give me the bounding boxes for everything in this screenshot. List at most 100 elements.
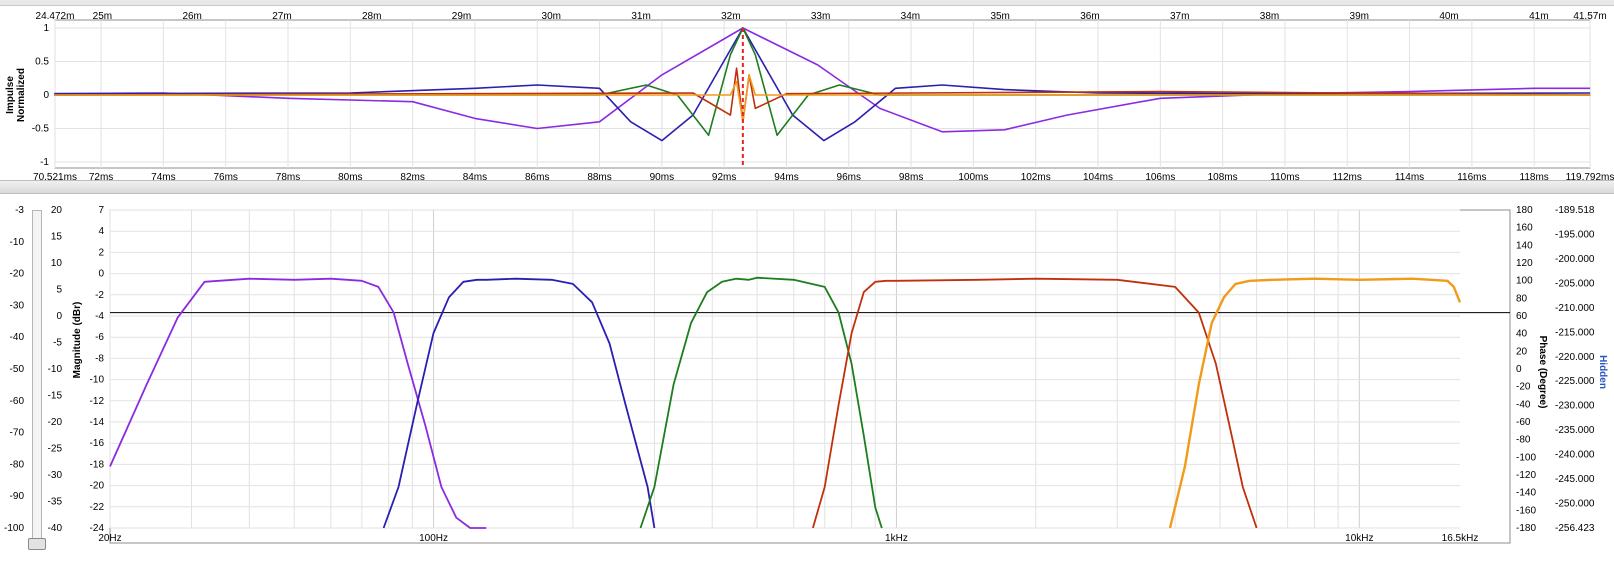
axis-b-tick: -40 <box>48 523 63 534</box>
frequency-x-tick: 100Hz <box>419 533 448 544</box>
axis-b-tick: -5 <box>53 338 62 349</box>
impulse-series-line <box>54 27 1591 142</box>
axis-a-tick: -100 <box>4 523 24 534</box>
axis-b-tick: 10 <box>51 258 63 269</box>
phase-tick: -40 <box>1516 399 1531 410</box>
impulse-y-tick: -0.5 <box>32 124 50 135</box>
impulse-distance-tick: 28m <box>362 11 381 22</box>
hidden-axis-label: Hidden <box>1597 355 1608 389</box>
impulse-y-tick: 0 <box>43 90 49 101</box>
impulse-distance-tick: 27m <box>272 11 291 22</box>
impulse-time-tick: 100ms <box>958 172 988 183</box>
axis-b-tick: 15 <box>51 232 63 243</box>
level-slider-thumb[interactable] <box>28 538 46 550</box>
phase-tick: -20 <box>1516 382 1531 393</box>
magnitude-tick: -18 <box>90 459 105 470</box>
phase-tick: 40 <box>1516 329 1528 340</box>
magnitude-tick: -22 <box>90 502 105 513</box>
impulse-distance-tick: 31m <box>631 11 650 22</box>
impulse-distance-tick: 25m <box>93 11 112 22</box>
frequency-ticks: 20Hz 100Hz 1kHz 10kHz 16.5kHz7420-2-4-6-8-10… <box>4 205 1595 544</box>
impulse-distance-tick: 32m <box>721 11 740 22</box>
axis-b-tick: -20 <box>48 417 63 428</box>
window-top-strip <box>0 0 1614 6</box>
panel-splitter[interactable] <box>0 180 1614 194</box>
frequency-plot-area[interactable] <box>109 209 1511 544</box>
hidden-axis-tick: -200.000 <box>1555 254 1595 265</box>
axis-b-tick: 20 <box>51 205 63 216</box>
frequency-chart[interactable]: 20Hz 100Hz 1kHz 10kHz 16.5kHz7420-2-4-6-8-10… <box>4 205 1608 544</box>
impulse-time-tick: 92ms <box>712 172 736 183</box>
phase-tick: 180 <box>1516 205 1533 216</box>
hidden-axis-tick: -256.423 <box>1555 523 1595 534</box>
frequency-series-line <box>109 277 487 529</box>
magnitude-tick: 4 <box>98 226 104 237</box>
magnitude-tick: 7 <box>98 205 104 216</box>
phase-tick: -60 <box>1516 417 1531 428</box>
impulse-distance-tick: 35m <box>990 11 1009 22</box>
impulse-time-tick: 88ms <box>587 172 611 183</box>
impulse-ticks: 70.521ms 72ms 74ms 76ms 78ms 80ms 82ms 84ms 86ms… <box>32 11 1614 183</box>
axis-a-tick: -40 <box>10 332 25 343</box>
impulse-chart[interactable]: 70.521ms 72ms 74ms 76ms 78ms 80ms 82ms 84ms 86ms… <box>5 11 1614 183</box>
impulse-time-tick: 86ms <box>525 172 549 183</box>
impulse-time-tick: 102ms <box>1021 172 1051 183</box>
magnitude-tick: -6 <box>95 332 104 343</box>
axis-b-tick: 0 <box>56 311 62 322</box>
impulse-y-tick: -1 <box>40 157 49 168</box>
phase-tick: 80 <box>1516 293 1528 304</box>
impulse-time-tick: 114ms <box>1395 172 1424 183</box>
hidden-axis-tick: -225.000 <box>1555 376 1595 387</box>
magnitude-tick: -8 <box>95 353 104 364</box>
impulse-distance-tick: 30m <box>542 11 561 22</box>
impulse-time-tick: 94ms <box>774 172 798 183</box>
magnitude-tick: -2 <box>95 290 104 301</box>
impulse-distance-tick: 41m <box>1529 11 1548 22</box>
impulse-distance-tick: 33m <box>811 11 830 22</box>
impulse-time-tick: 78ms <box>276 172 300 183</box>
frequency-series-line <box>1168 277 1462 529</box>
phase-tick: -160 <box>1516 505 1536 516</box>
phase-axis-label: Phase (Degree) <box>1537 336 1548 409</box>
frequency-series-line <box>639 276 883 529</box>
impulse-y-tick: 0.5 <box>35 57 49 68</box>
phase-tick: 140 <box>1516 240 1533 251</box>
frequency-series-line <box>812 277 1258 529</box>
frequency-x-tick: 1kHz <box>885 533 908 544</box>
impulse-distance-tick: 29m <box>452 11 471 22</box>
magnitude-tick: 2 <box>98 247 104 258</box>
axis-a-tick: -60 <box>10 396 25 407</box>
axis-b-tick: -35 <box>48 497 63 508</box>
axis-a-tick: -70 <box>10 428 25 439</box>
impulse-time-tick: 112ms <box>1333 172 1362 183</box>
phase-tick: -80 <box>1516 435 1531 446</box>
axis-b-tick: -10 <box>48 364 63 375</box>
frequency-x-tick: 16.5kHz <box>1442 533 1479 544</box>
hidden-axis-tick: -220.000 <box>1555 352 1595 363</box>
magnitude-tick: -10 <box>90 375 105 386</box>
phase-tick: 0 <box>1516 364 1522 375</box>
phase-tick: 120 <box>1516 258 1533 269</box>
impulse-distance-tick: 26m <box>182 11 201 22</box>
hidden-axis-tick: -205.000 <box>1555 278 1595 289</box>
impulse-time-tick: 106ms <box>1145 172 1175 183</box>
impulse-distance-tick: 24.472m <box>36 11 75 22</box>
magnitude-tick: -24 <box>90 523 105 534</box>
phase-tick: 60 <box>1516 311 1528 322</box>
impulse-distance-tick: 41.57m <box>1573 11 1606 22</box>
axis-a-tick: -10 <box>10 237 25 248</box>
axis-a-tick: -3 <box>15 205 24 216</box>
impulse-distance-tick: 36m <box>1080 11 1099 22</box>
magnitude-tick: -16 <box>90 438 105 449</box>
phase-tick: 160 <box>1516 223 1533 234</box>
impulse-distance-tick: 40m <box>1439 11 1458 22</box>
magnitude-axis-label: Magnitude (dBr) <box>72 302 83 379</box>
axis-b-tick: -30 <box>48 470 63 481</box>
frequency-series <box>109 276 1462 529</box>
impulse-time-tick: 98ms <box>899 172 923 183</box>
impulse-time-tick: 74ms <box>151 172 175 183</box>
impulse-y-tick: 1 <box>43 23 49 34</box>
phase-tick: -180 <box>1516 523 1536 534</box>
